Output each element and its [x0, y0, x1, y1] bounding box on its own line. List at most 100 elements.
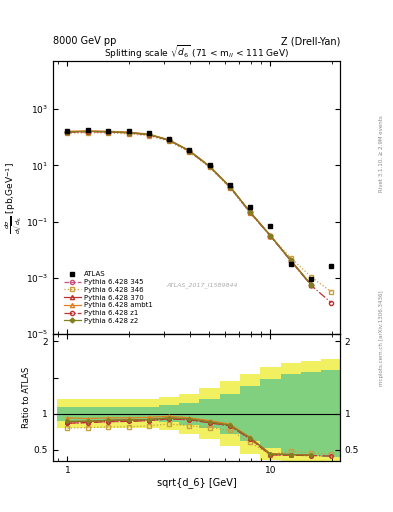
Line: Pythia 6.428 370: Pythia 6.428 370: [65, 130, 313, 287]
ATLAS: [309, 276, 313, 282]
Pythia 6.428 370: [65, 129, 70, 135]
Pythia 6.428 370: [288, 258, 293, 264]
Line: Pythia 6.428 z2: Pythia 6.428 z2: [66, 130, 313, 286]
Pythia 6.428 z2: [248, 209, 252, 215]
Pythia 6.428 z2: [228, 183, 232, 189]
Pythia 6.428 345: [288, 258, 293, 264]
Pythia 6.428 z2: [126, 130, 131, 136]
Pythia 6.428 z2: [187, 147, 191, 154]
Pythia 6.428 z1: [106, 129, 110, 135]
Pythia 6.428 346: [268, 233, 273, 239]
Pythia 6.428 346: [329, 289, 334, 295]
Pythia 6.428 346: [85, 130, 90, 136]
Pythia 6.428 345: [65, 129, 70, 135]
Pythia 6.428 z1: [268, 233, 273, 239]
ATLAS: [207, 162, 212, 168]
Pythia 6.428 ambt1: [126, 129, 131, 135]
Pythia 6.428 346: [207, 164, 212, 170]
ATLAS: [268, 223, 273, 229]
Pythia 6.428 z2: [207, 163, 212, 169]
Line: ATLAS: ATLAS: [65, 127, 334, 282]
Pythia 6.428 345: [207, 163, 212, 169]
ATLAS: [106, 127, 110, 134]
Pythia 6.428 345: [146, 132, 151, 138]
Pythia 6.428 z1: [288, 258, 293, 264]
Pythia 6.428 370: [187, 147, 191, 154]
Pythia 6.428 ambt1: [268, 232, 273, 239]
Pythia 6.428 z2: [288, 258, 293, 264]
Y-axis label: Ratio to ATLAS: Ratio to ATLAS: [22, 367, 31, 428]
Pythia 6.428 z2: [167, 137, 171, 143]
Text: Z (Drell-Yan): Z (Drell-Yan): [281, 36, 340, 46]
Pythia 6.428 370: [85, 129, 90, 135]
Pythia 6.428 z1: [309, 282, 313, 288]
ATLAS: [167, 136, 171, 142]
Pythia 6.428 370: [106, 129, 110, 135]
Pythia 6.428 346: [309, 274, 313, 280]
Pythia 6.428 z2: [65, 129, 70, 135]
Pythia 6.428 z1: [228, 184, 232, 190]
Pythia 6.428 345: [126, 130, 131, 136]
ATLAS: [187, 147, 191, 153]
Pythia 6.428 ambt1: [106, 128, 110, 134]
Pythia 6.428 346: [146, 133, 151, 139]
ATLAS: [228, 181, 232, 187]
Legend: ATLAS, Pythia 6.428 345, Pythia 6.428 346, Pythia 6.428 370, Pythia 6.428 ambt1,: ATLAS, Pythia 6.428 345, Pythia 6.428 34…: [62, 270, 154, 325]
Text: mcplots.cern.ch [arXiv:1306.3436]: mcplots.cern.ch [arXiv:1306.3436]: [379, 290, 384, 386]
Pythia 6.428 z2: [309, 282, 313, 288]
Pythia 6.428 370: [309, 282, 313, 288]
Pythia 6.428 345: [228, 184, 232, 190]
Pythia 6.428 z1: [126, 130, 131, 136]
Pythia 6.428 345: [309, 282, 313, 288]
ATLAS: [65, 127, 70, 134]
Pythia 6.428 346: [106, 130, 110, 136]
Pythia 6.428 ambt1: [248, 209, 252, 215]
Y-axis label: $\frac{d\sigma}{d\sqrt{d_6}}$ [pb,GeV$^{-1}$]: $\frac{d\sigma}{d\sqrt{d_6}}$ [pb,GeV$^{…: [4, 162, 24, 233]
Pythia 6.428 370: [146, 132, 151, 138]
Title: Splitting scale $\sqrt{d_6}$ (71 < m$_{ll}$ < 111 GeV): Splitting scale $\sqrt{d_6}$ (71 < m$_{l…: [104, 44, 289, 61]
ATLAS: [248, 204, 252, 210]
Pythia 6.428 z1: [65, 129, 70, 135]
Text: Rivet 3.1.10, ≥ 2.9M events: Rivet 3.1.10, ≥ 2.9M events: [379, 115, 384, 192]
Pythia 6.428 ambt1: [228, 183, 232, 189]
Pythia 6.428 370: [228, 183, 232, 189]
Pythia 6.428 346: [126, 131, 131, 137]
Text: ATLAS_2017_I1589844: ATLAS_2017_I1589844: [167, 282, 238, 288]
Pythia 6.428 370: [268, 232, 273, 239]
Pythia 6.428 370: [248, 209, 252, 215]
Line: Pythia 6.428 ambt1: Pythia 6.428 ambt1: [65, 129, 313, 286]
Pythia 6.428 ambt1: [187, 147, 191, 154]
ATLAS: [85, 127, 90, 133]
Pythia 6.428 ambt1: [65, 128, 70, 134]
X-axis label: sqrt{d_6} [GeV]: sqrt{d_6} [GeV]: [157, 477, 236, 488]
Pythia 6.428 z1: [187, 148, 191, 154]
Pythia 6.428 ambt1: [309, 281, 313, 287]
Pythia 6.428 z2: [85, 129, 90, 135]
ATLAS: [146, 131, 151, 137]
Pythia 6.428 346: [187, 149, 191, 155]
Text: 8000 GeV pp: 8000 GeV pp: [53, 36, 116, 46]
Pythia 6.428 z1: [146, 132, 151, 138]
Pythia 6.428 345: [85, 129, 90, 135]
Pythia 6.428 346: [65, 130, 70, 136]
ATLAS: [329, 263, 334, 269]
Pythia 6.428 345: [106, 129, 110, 135]
Pythia 6.428 370: [207, 163, 212, 169]
Pythia 6.428 z2: [146, 132, 151, 138]
Pythia 6.428 345: [248, 209, 252, 216]
Pythia 6.428 z1: [248, 209, 252, 216]
ATLAS: [288, 261, 293, 267]
Pythia 6.428 ambt1: [85, 128, 90, 134]
Pythia 6.428 z2: [106, 129, 110, 135]
ATLAS: [126, 129, 131, 135]
Line: Pythia 6.428 z1: Pythia 6.428 z1: [65, 130, 333, 305]
Pythia 6.428 ambt1: [146, 131, 151, 137]
Pythia 6.428 z2: [268, 232, 273, 239]
Pythia 6.428 346: [288, 255, 293, 261]
Pythia 6.428 346: [228, 185, 232, 191]
Pythia 6.428 z1: [207, 163, 212, 169]
Pythia 6.428 z1: [167, 137, 171, 143]
Pythia 6.428 ambt1: [207, 163, 212, 169]
Line: Pythia 6.428 346: Pythia 6.428 346: [65, 131, 333, 294]
Pythia 6.428 ambt1: [288, 258, 293, 264]
